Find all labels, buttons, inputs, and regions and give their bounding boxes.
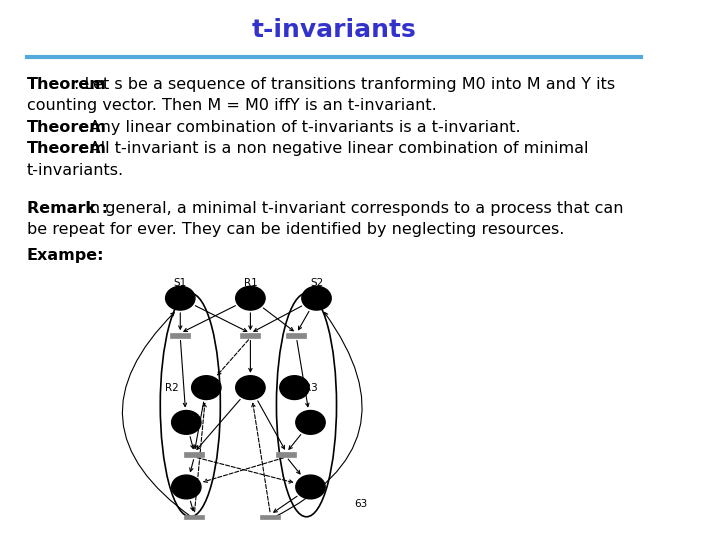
Circle shape: [312, 295, 321, 302]
Bar: [170, 333, 190, 338]
Text: counting vector. Then M = M0 iffY is an t-invariant.: counting vector. Then M = M0 iffY is an …: [27, 98, 436, 113]
Bar: [240, 333, 261, 338]
Circle shape: [251, 295, 258, 301]
Circle shape: [192, 376, 221, 400]
Text: : Any linear combination of t-invariants is a t-invariant.: : Any linear combination of t-invariants…: [73, 120, 520, 135]
Circle shape: [171, 410, 201, 434]
Bar: [287, 333, 307, 338]
Text: Theorem: Theorem: [27, 77, 107, 92]
Text: t-invariants: t-invariants: [251, 18, 416, 42]
Circle shape: [235, 286, 265, 310]
Circle shape: [176, 295, 185, 302]
Bar: [184, 453, 204, 457]
Text: be repeat for ever. They can be identified by neglecting resources.: be repeat for ever. They can be identifi…: [27, 222, 564, 238]
Bar: [261, 515, 281, 519]
Circle shape: [246, 384, 255, 391]
Circle shape: [296, 475, 325, 499]
Circle shape: [243, 295, 250, 301]
Text: R1: R1: [243, 278, 257, 288]
Circle shape: [202, 384, 211, 391]
Circle shape: [171, 475, 201, 499]
Bar: [184, 515, 204, 519]
Text: Theorem: Theorem: [27, 120, 107, 135]
Text: In general, a minimal t-invariant corresponds to a process that can: In general, a minimal t-invariant corres…: [80, 201, 624, 216]
Text: t-invariants.: t-invariants.: [27, 163, 124, 178]
Bar: [276, 453, 297, 457]
Text: Exampe:: Exampe:: [27, 248, 104, 264]
Text: R3: R3: [305, 383, 318, 393]
Text: R2: R2: [165, 383, 179, 393]
Text: S2: S2: [310, 278, 323, 288]
Circle shape: [166, 286, 195, 310]
Text: S1: S1: [174, 278, 187, 288]
Circle shape: [280, 376, 309, 400]
Text: : All t-invariant is a non negative linear combination of minimal: : All t-invariant is a non negative line…: [73, 141, 588, 157]
Circle shape: [296, 410, 325, 434]
Text: Theorem: Theorem: [27, 141, 107, 157]
Circle shape: [302, 286, 331, 310]
Circle shape: [235, 376, 265, 400]
Text: Remark :: Remark :: [27, 201, 108, 216]
Text: 63: 63: [354, 500, 368, 509]
Text: : Let s be a sequence of transitions tranforming M0 into M and Y its: : Let s be a sequence of transitions tra…: [73, 77, 615, 92]
